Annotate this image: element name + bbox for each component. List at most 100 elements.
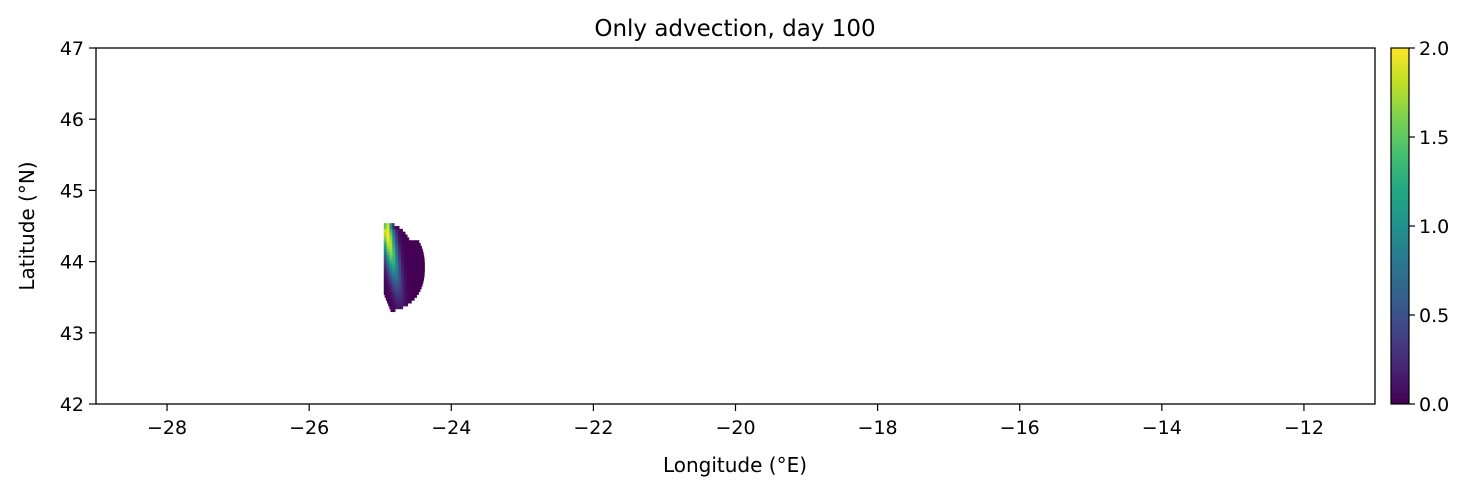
heatmap-cell	[392, 240, 396, 244]
heatmap-cell	[403, 271, 408, 276]
heatmap-cell	[395, 271, 399, 276]
heatmap-cell	[395, 243, 399, 247]
heatmap-cell	[400, 228, 403, 233]
x-tick-label: −14	[1142, 417, 1182, 439]
heatmap-cell	[389, 234, 393, 238]
heatmap-cell	[386, 274, 391, 278]
heatmap-cell	[403, 231, 406, 236]
heatmap-cell	[386, 223, 391, 227]
heatmap-cell	[395, 263, 399, 267]
heatmap-cell	[392, 260, 396, 264]
heatmap-cell	[412, 240, 416, 244]
heatmap-cell	[394, 297, 398, 301]
x-tick-label: −22	[573, 417, 613, 439]
heatmap-cell	[417, 288, 421, 293]
heatmap-cell	[392, 237, 396, 241]
heatmap-cell	[392, 226, 396, 230]
heatmap-cell	[389, 245, 393, 250]
heatmap-cell	[406, 282, 410, 287]
heatmap-cell	[396, 294, 400, 298]
colorbar-tick-label: 0.5	[1419, 305, 1449, 327]
heatmap-cell	[417, 263, 422, 267]
heatmap-cell	[386, 285, 391, 290]
heatmap-cell	[395, 245, 399, 250]
heatmap-cell	[383, 251, 388, 256]
heatmap-cell	[389, 228, 393, 233]
heatmap-cell	[397, 226, 400, 230]
heatmap-cell	[409, 300, 412, 304]
heatmap-cell	[389, 288, 393, 293]
heatmap-cell	[412, 248, 416, 253]
heatmap-cell	[389, 263, 393, 267]
heatmap-cell	[397, 274, 402, 278]
heatmap-cell	[420, 254, 425, 258]
heatmap-cell	[400, 280, 405, 284]
heatmap-cell	[387, 294, 391, 298]
x-tick-label: −20	[715, 417, 755, 439]
x-tick-label: −18	[858, 417, 898, 439]
heatmap-cell	[409, 260, 413, 264]
heatmap-cell	[392, 245, 396, 250]
heatmap-cell	[386, 228, 391, 233]
heatmap-cell	[395, 274, 399, 278]
heatmap-cell	[395, 305, 399, 310]
heatmap-cell	[403, 251, 408, 256]
heatmap-cell	[386, 237, 391, 241]
heatmap-cell	[409, 288, 413, 293]
heatmap-cell	[397, 265, 402, 270]
heatmap-cell	[400, 251, 405, 256]
heatmap-cell	[406, 271, 410, 276]
heatmap-cell	[397, 282, 402, 287]
heatmap-cell	[389, 243, 393, 247]
heatmap-cell	[383, 271, 388, 276]
y-tick-label: 43	[60, 323, 84, 345]
heatmap-cell	[383, 245, 388, 250]
heatmap-cell	[403, 268, 408, 273]
heatmap-cell	[406, 277, 410, 281]
heatmap-cell	[406, 251, 410, 256]
heatmap-cell	[403, 234, 408, 238]
heatmap-cell	[397, 285, 402, 290]
heatmap-cell	[409, 274, 413, 278]
heatmap-cell	[420, 265, 425, 270]
heatmap-cell	[392, 274, 396, 278]
heatmap-cell	[383, 254, 388, 258]
heatmap-cell	[409, 240, 413, 244]
heatmap-cell	[398, 300, 402, 304]
heatmap-cell	[395, 268, 399, 273]
heatmap-cell	[383, 248, 388, 253]
heatmap-cell	[409, 245, 413, 250]
heatmap-cell	[415, 268, 419, 273]
heatmap-cell	[415, 245, 419, 250]
heatmap-cell	[389, 268, 393, 273]
chart-title: Only advection, day 100	[594, 16, 875, 42]
colorbar-tick-label: 1.0	[1419, 216, 1449, 238]
heatmap-cell	[406, 268, 410, 273]
heatmap-cell	[400, 291, 405, 295]
heatmap-cell	[420, 268, 425, 273]
heatmap-cell	[388, 297, 393, 301]
heatmap-cell	[389, 257, 393, 261]
heatmap-cell	[383, 234, 388, 238]
heatmap-cell	[423, 257, 425, 261]
heatmap-cell	[392, 300, 397, 304]
heatmap-cell	[397, 251, 402, 256]
heatmap-cell	[400, 282, 405, 287]
heatmap-cell	[401, 300, 405, 304]
heatmap-cell	[389, 237, 393, 241]
heatmap-cell	[400, 297, 404, 301]
heatmap-cell	[403, 285, 408, 290]
heatmap-cell	[415, 282, 419, 287]
heatmap-cell	[403, 248, 408, 253]
heatmap-cell	[412, 268, 416, 273]
heatmap-cell	[397, 254, 402, 258]
heatmap-cell	[406, 245, 410, 250]
heatmap-cell	[391, 297, 395, 301]
heatmap-cell	[406, 265, 410, 270]
heatmap-cell	[392, 288, 396, 293]
heatmap-cell	[403, 240, 408, 244]
heatmap-cell	[403, 274, 408, 278]
x-tick-label: −26	[289, 417, 329, 439]
heatmap-cell	[403, 254, 408, 258]
heatmap-cell	[420, 251, 424, 256]
